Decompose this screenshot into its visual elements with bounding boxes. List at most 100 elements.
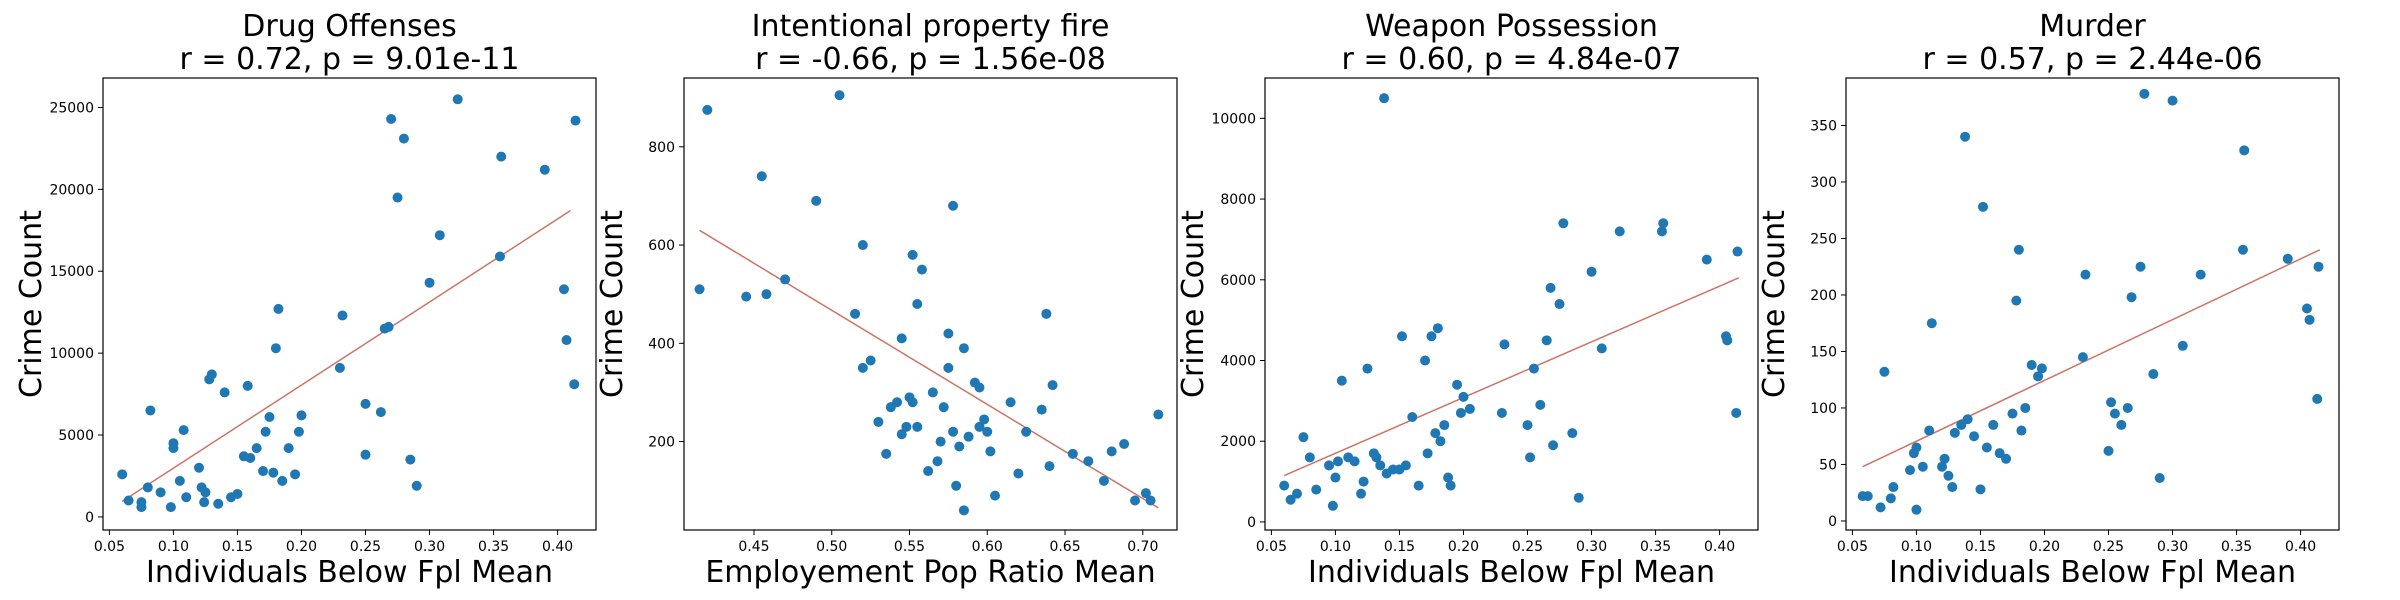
data-point <box>1885 493 1896 504</box>
data-point <box>199 497 210 508</box>
data-point <box>1279 480 1290 491</box>
data-point <box>1956 419 1967 430</box>
y-tick-label: 800 <box>648 140 675 156</box>
data-point <box>1960 131 1971 142</box>
data-point <box>1336 375 1347 386</box>
y-tick-label: 6000 <box>1220 273 1256 289</box>
data-point <box>1140 488 1151 499</box>
x-tick-label: 0.10 <box>1901 539 1932 555</box>
data-point <box>1432 323 1443 334</box>
data-point <box>1452 379 1463 390</box>
data-point <box>2237 244 2248 255</box>
data-point <box>1083 456 1094 467</box>
data-point <box>873 416 884 427</box>
data-point <box>1426 331 1437 342</box>
data-point <box>1358 476 1369 487</box>
x-tick-label: 0.50 <box>816 539 847 555</box>
y-tick-label: 0 <box>85 510 94 526</box>
data-point <box>296 410 307 421</box>
data-point <box>2122 402 2133 413</box>
data-point <box>1304 452 1315 463</box>
data-point <box>1943 470 1954 481</box>
x-tick-label: 0.40 <box>2285 539 2316 555</box>
data-point <box>258 466 269 477</box>
data-point <box>916 264 927 275</box>
x-tick-label: 0.20 <box>286 539 317 555</box>
data-point <box>2080 269 2091 280</box>
data-point <box>1545 282 1556 293</box>
data-point <box>277 475 288 486</box>
data-point <box>1430 428 1441 439</box>
data-point <box>2036 363 2047 374</box>
data-point <box>1722 335 1733 346</box>
data-point <box>165 502 176 513</box>
data-point <box>1535 399 1546 410</box>
chart-title-line1: Murder <box>2039 9 2146 44</box>
data-point <box>923 466 934 477</box>
data-point <box>251 443 262 454</box>
data-point <box>2016 425 2027 436</box>
x-tick-label: 0.25 <box>2093 539 2124 555</box>
plot-frame <box>683 77 1178 531</box>
data-point <box>1379 93 1390 104</box>
x-tick-label: 0.15 <box>1384 539 1415 555</box>
x-tick-label: 0.25 <box>350 539 381 555</box>
y-tick-label: 150 <box>1810 344 1837 360</box>
x-tick-label: 0.70 <box>1127 539 1158 555</box>
data-point <box>1013 468 1024 479</box>
data-point <box>2116 419 2127 430</box>
data-point <box>1413 480 1424 491</box>
data-point <box>434 230 445 241</box>
y-axis-label: Crime Count <box>1176 210 1211 398</box>
data-point <box>264 412 275 422</box>
data-point <box>932 456 943 467</box>
data-point <box>2077 352 2088 363</box>
data-point <box>1106 446 1117 457</box>
x-tick-label: 0.15 <box>222 539 253 555</box>
data-point <box>811 195 822 206</box>
data-point <box>1731 407 1742 418</box>
data-point <box>392 192 403 203</box>
data-point <box>1975 484 1986 495</box>
data-point <box>1439 420 1450 431</box>
data-point <box>1988 419 1999 430</box>
data-point <box>2195 269 2206 280</box>
data-point <box>1905 465 1916 476</box>
data-point <box>2301 303 2312 314</box>
data-point <box>268 467 279 478</box>
data-point <box>1005 397 1016 408</box>
data-point <box>951 480 962 491</box>
data-point <box>283 443 294 454</box>
data-point <box>756 171 767 182</box>
trend-line <box>699 229 1159 509</box>
data-point <box>1911 442 1922 453</box>
chart-title-line2: r = -0.66, p = 1.56e-08 <box>755 42 1106 77</box>
data-point <box>1499 339 1510 350</box>
x-tick-label: 0.35 <box>1640 539 1671 555</box>
data-point <box>2020 402 2031 413</box>
data-point <box>1435 436 1446 447</box>
chart-title-line2: r = 0.72, p = 9.01e-11 <box>180 42 520 77</box>
data-point <box>558 284 569 295</box>
data-point <box>360 398 371 409</box>
y-tick-label: 20000 <box>49 182 94 198</box>
y-tick-label: 25000 <box>49 100 94 116</box>
data-point <box>1285 494 1296 505</box>
trend-line <box>1862 249 2321 468</box>
data-point <box>948 200 959 211</box>
data-point <box>2313 261 2324 272</box>
data-point <box>1098 475 1109 486</box>
data-point <box>1541 335 1552 346</box>
data-point <box>178 425 189 436</box>
data-point <box>260 426 271 437</box>
data-point <box>194 462 205 473</box>
y-tick-label: 8000 <box>1220 192 1256 208</box>
data-point <box>1420 355 1431 366</box>
chart-title-line1: Drug Offenses <box>242 9 457 44</box>
x-tick-label: 0.10 <box>158 539 189 555</box>
data-point <box>907 249 918 260</box>
data-point <box>2001 453 2012 464</box>
data-point <box>985 446 996 457</box>
x-tick-label: 0.05 <box>1256 539 1287 555</box>
data-point <box>963 431 974 442</box>
